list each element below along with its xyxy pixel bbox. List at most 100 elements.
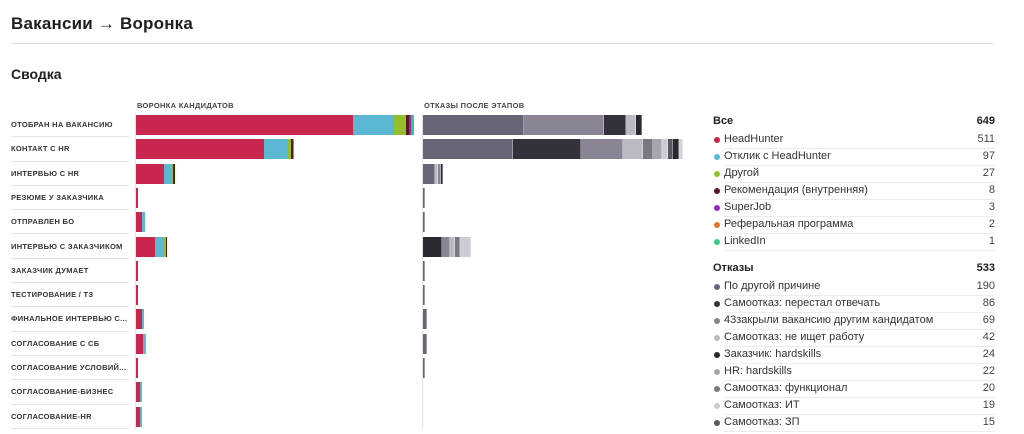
legend-item[interactable]: SuperJob 3: [713, 200, 995, 217]
funnel-segment-headhunter[interactable]: [136, 260, 138, 281]
rejection-segment-rej-func[interactable]: [642, 139, 654, 160]
rejection-bar[interactable]: [423, 212, 425, 233]
legend-item[interactable]: Реферальная программа 2: [713, 217, 995, 234]
funnel-bar[interactable]: [136, 236, 168, 257]
legend-item[interactable]: Отклик с HeadHunter 97: [713, 149, 995, 166]
funnel-bar[interactable]: [136, 382, 142, 403]
funnel-segment-referral[interactable]: [292, 139, 295, 160]
legend-item[interactable]: Заказчик: hardskills 24: [713, 347, 995, 364]
funnel-bar[interactable]: [136, 163, 175, 184]
funnel-segment-otklik[interactable]: [263, 139, 287, 160]
rejection-segment-rej-other[interactable]: [423, 309, 428, 330]
rejection-segment-rej-client-hard[interactable]: [636, 115, 642, 135]
funnel-segment-drugoy[interactable]: [163, 236, 166, 257]
funnel-segment-drugoy[interactable]: [144, 333, 147, 354]
legend-item[interactable]: HeadHunter 511: [713, 132, 995, 149]
legend-item[interactable]: Самоотказ: ЗП 15: [713, 415, 995, 432]
legend-item[interactable]: Рекомендация (внутренняя) 8: [713, 183, 995, 200]
rejection-segment-rej-rest[interactable]: [678, 139, 684, 160]
funnel-segment-otklik[interactable]: [143, 333, 145, 354]
funnel-bar[interactable]: [136, 333, 147, 354]
legend-item[interactable]: Самоотказ: не ищет работу 42: [713, 330, 995, 347]
funnel-bar[interactable]: [136, 260, 138, 281]
funnel-segment-otklik[interactable]: [353, 115, 395, 135]
rejection-segment-rej-other[interactable]: [423, 285, 425, 306]
funnel-segment-headhunter[interactable]: [136, 236, 156, 257]
funnel-segment-headhunter[interactable]: [136, 309, 142, 330]
funnel-segment-drugoy[interactable]: [171, 163, 174, 184]
rejection-segment-rej-client-hard[interactable]: [673, 139, 679, 160]
rejection-segment-rej-other[interactable]: [423, 115, 525, 135]
funnel-bar[interactable]: [136, 285, 138, 306]
legend-item[interactable]: Самоотказ: перестал отвечать 86: [713, 296, 995, 313]
legend-item[interactable]: LinkedIn 1: [713, 234, 995, 251]
funnel-bar[interactable]: [136, 187, 138, 208]
legend-item[interactable]: Самоотказ: ИТ 19: [713, 398, 995, 415]
funnel-segment-recommend[interactable]: [165, 236, 168, 257]
rejection-segment-rej-zp[interactable]: [668, 139, 674, 160]
funnel-segment-headhunter[interactable]: [136, 285, 138, 306]
funnel-bar[interactable]: [136, 358, 138, 378]
funnel-segment-drugoy[interactable]: [286, 139, 292, 160]
rejection-segment-rej-other[interactable]: [423, 139, 513, 160]
rejection-segment-rej-hr-hard[interactable]: [653, 139, 662, 160]
rejection-bar[interactable]: [423, 163, 444, 184]
rejection-segment-rej-stopped[interactable]: [512, 139, 581, 160]
rejection-bar[interactable]: [423, 139, 684, 160]
funnel-segment-headhunter[interactable]: [136, 333, 144, 354]
rejection-segment-rej-closed[interactable]: [580, 139, 624, 160]
funnel-segment-referral[interactable]: [410, 115, 413, 135]
funnel-bar[interactable]: [136, 139, 295, 160]
legend-item[interactable]: По другой причине 190: [713, 279, 995, 296]
rejection-segment-rej-closed[interactable]: [442, 236, 450, 257]
rejection-segment-rej-other[interactable]: [423, 187, 425, 208]
rejection-bar[interactable]: [423, 358, 425, 378]
funnel-segment-headhunter[interactable]: [136, 382, 141, 403]
rejection-segment-rej-it[interactable]: [460, 236, 471, 257]
funnel-segment-otklik[interactable]: [141, 309, 145, 330]
funnel-segment-otklik[interactable]: [140, 406, 142, 427]
rejection-segment-rej-closed[interactable]: [524, 115, 605, 135]
rejection-segment-rej-notlooking[interactable]: [434, 163, 438, 184]
funnel-segment-otklik[interactable]: [140, 382, 142, 403]
funnel-segment-linkedin[interactable]: [412, 115, 414, 135]
funnel-bar[interactable]: [136, 309, 145, 330]
funnel-segment-recommend[interactable]: [291, 139, 293, 160]
funnel-segment-headhunter[interactable]: [136, 358, 138, 378]
rejection-segment-rej-other[interactable]: [423, 358, 425, 378]
rejection-segment-rej-client-hard[interactable]: [441, 163, 444, 184]
funnel-segment-headhunter[interactable]: [136, 139, 264, 160]
legend-item[interactable]: Самоотказ: функционал 20: [713, 381, 995, 398]
rejection-bar[interactable]: [423, 236, 471, 257]
funnel-segment-headhunter[interactable]: [136, 406, 141, 427]
funnel-segment-superjob[interactable]: [409, 115, 411, 135]
funnel-segment-headhunter[interactable]: [136, 115, 354, 135]
rejection-segment-rej-other[interactable]: [423, 333, 428, 354]
funnel-segment-drugoy[interactable]: [394, 115, 406, 135]
rejection-segment-rej-notlooking[interactable]: [449, 236, 455, 257]
rejection-segment-rej-other[interactable]: [423, 260, 425, 281]
rejection-bar[interactable]: [423, 260, 425, 281]
rejection-segment-rej-stopped[interactable]: [604, 115, 626, 135]
rejection-segment-rej-other[interactable]: [423, 163, 435, 184]
rejection-segment-rej-closed[interactable]: [437, 163, 442, 184]
funnel-segment-otklik[interactable]: [142, 212, 145, 233]
funnel-segment-headhunter[interactable]: [136, 163, 165, 184]
funnel-segment-recommend[interactable]: [405, 115, 410, 135]
rejection-bar[interactable]: [423, 115, 642, 135]
legend-item[interactable]: Другой 27: [713, 166, 995, 183]
legend-item[interactable]: HR: hardskills 22: [713, 364, 995, 381]
rejection-bar[interactable]: [423, 333, 428, 354]
rejection-segment-rej-other[interactable]: [423, 212, 425, 233]
rejection-segment-rej-client-hard[interactable]: [423, 236, 443, 257]
funnel-segment-headhunter[interactable]: [136, 212, 143, 233]
funnel-bar[interactable]: [136, 115, 414, 135]
funnel-segment-otklik[interactable]: [164, 163, 172, 184]
legend-item[interactable]: 43закрыли вакансию другим кандидатом 69: [713, 313, 995, 330]
funnel-bar[interactable]: [136, 212, 145, 233]
rejection-segment-rej-func[interactable]: [454, 236, 461, 257]
rejection-bar[interactable]: [423, 285, 425, 306]
funnel-bar[interactable]: [136, 406, 142, 427]
rejection-bar[interactable]: [423, 187, 425, 208]
rejection-bar[interactable]: [423, 309, 428, 330]
